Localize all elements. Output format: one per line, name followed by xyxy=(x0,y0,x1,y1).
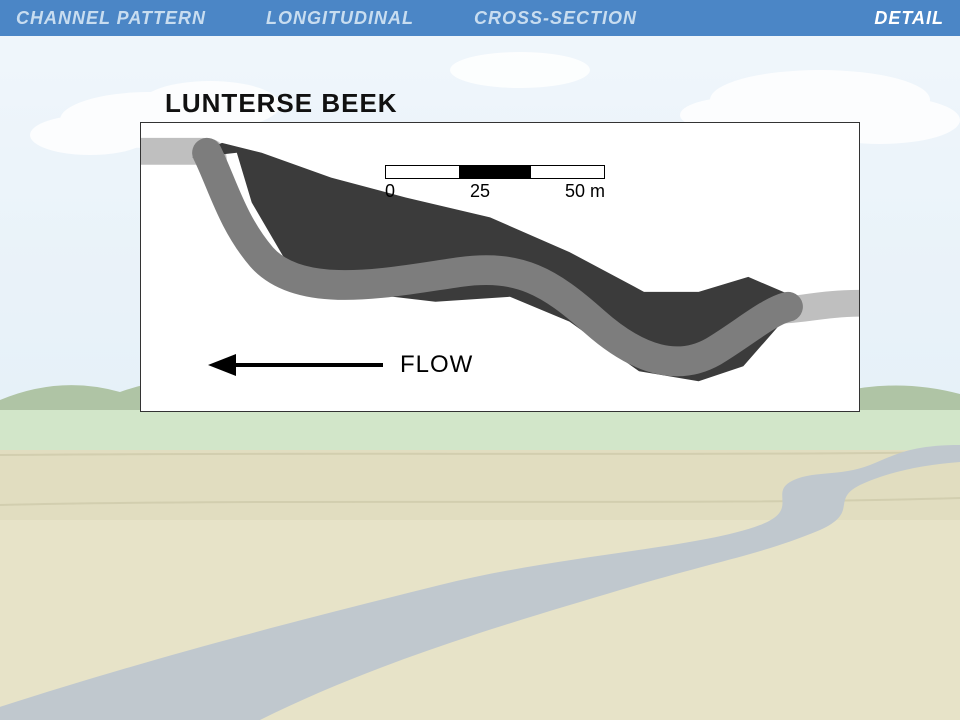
tab-longitudinal[interactable]: LONGITUDINAL xyxy=(266,8,414,29)
tab-cross-section[interactable]: CROSS-SECTION xyxy=(474,8,637,29)
stage: CHANNEL PATTERN LONGITUDINAL CROSS-SECTI… xyxy=(0,0,960,720)
scale-label-2: 50 m xyxy=(565,181,605,202)
scale-bar: 0 25 50 m xyxy=(385,165,605,202)
scale-label-0: 0 xyxy=(385,181,395,202)
scale-label-1: 25 xyxy=(470,181,490,202)
diagram-title: LUNTERSE BEEK xyxy=(165,88,398,119)
navbar: CHANNEL PATTERN LONGITUDINAL CROSS-SECTI… xyxy=(0,0,960,36)
nav-left-group: CHANNEL PATTERN LONGITUDINAL CROSS-SECTI… xyxy=(16,8,637,29)
flow-indicator: FLOW xyxy=(208,350,473,380)
flow-arrow-icon xyxy=(208,350,388,380)
scale-bar-labels: 0 25 50 m xyxy=(385,181,605,202)
flow-label: FLOW xyxy=(400,351,473,379)
tab-detail[interactable]: DETAIL xyxy=(874,8,944,29)
tab-channel-pattern[interactable]: CHANNEL PATTERN xyxy=(16,8,206,29)
scale-bar-segments xyxy=(385,165,605,179)
